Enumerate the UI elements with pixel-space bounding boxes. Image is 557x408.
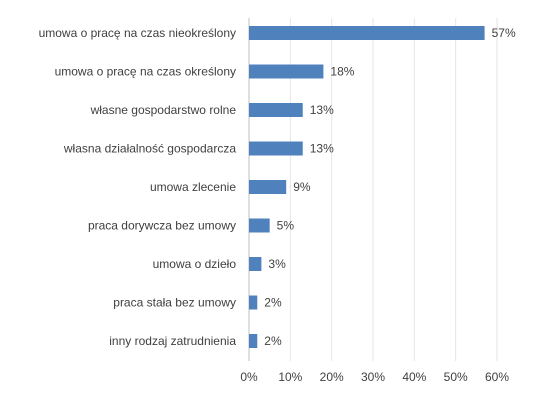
x-axis-ticks: 0% 10% 20% 30% 40% 50% 60%	[240, 370, 509, 384]
category-label: własne gospodarstwo rolne	[90, 103, 237, 117]
bar	[249, 26, 485, 40]
x-tick-label: 40%	[402, 370, 426, 384]
bar	[249, 334, 258, 348]
bar	[249, 257, 262, 271]
data-label: 2%	[264, 334, 282, 348]
category-label: praca stała bez umowy	[113, 296, 236, 310]
data-label: 5%	[277, 219, 295, 233]
category-label: inny rodzaj zatrudnienia	[109, 334, 236, 348]
data-label: 18%	[330, 65, 354, 79]
bar	[249, 103, 303, 117]
data-label: 9%	[293, 180, 311, 194]
data-label: 57%	[492, 26, 516, 40]
x-tick-label: 20%	[320, 370, 344, 384]
category-label: umowa zlecenie	[150, 180, 236, 194]
data-label: 13%	[310, 142, 334, 156]
bar	[249, 141, 303, 156]
data-label: 3%	[268, 257, 286, 271]
bar	[249, 218, 270, 233]
category-label: umowa o dzieło	[153, 257, 237, 271]
bar	[249, 295, 258, 310]
category-labels: umowa o pracę na czas nieokreślony umowa …	[39, 26, 237, 348]
category-label: umowa o pracę na czas określony	[55, 65, 236, 79]
bar	[249, 180, 287, 194]
value-labels: 57% 18% 13% 13% 9% 5% 3% 2% 2%	[264, 26, 516, 348]
data-label: 13%	[310, 103, 334, 117]
x-tick-label: 50%	[444, 370, 468, 384]
category-label: umowa o pracę na czas nieokreślony	[39, 26, 236, 40]
bars	[249, 26, 485, 348]
x-tick-label: 60%	[485, 370, 509, 384]
category-label: własna działalność gospodarcza	[63, 142, 236, 156]
x-tick-label: 10%	[278, 370, 302, 384]
category-label: praca dorywcza bez umowy	[88, 219, 236, 233]
bar	[249, 64, 324, 79]
data-label: 2%	[264, 296, 282, 310]
x-tick-label: 30%	[361, 370, 385, 384]
x-tick-label: 0%	[240, 370, 258, 384]
